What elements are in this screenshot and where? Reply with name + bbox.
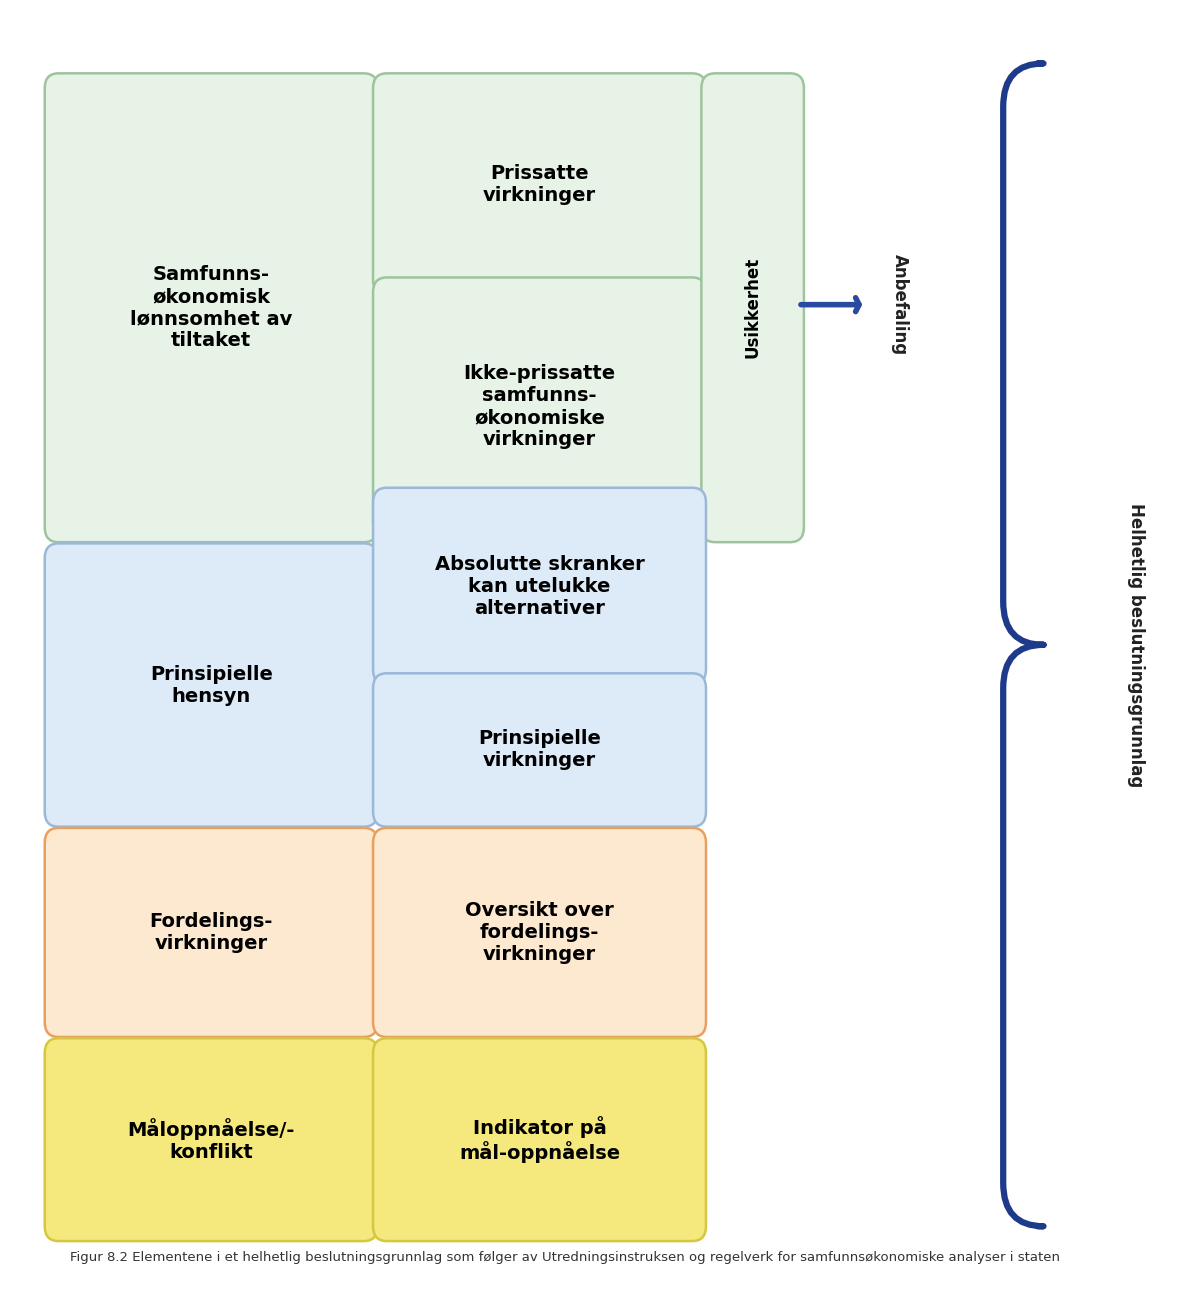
FancyBboxPatch shape (44, 1038, 378, 1241)
FancyBboxPatch shape (373, 278, 706, 536)
Text: Måloppnåelse/-
konflikt: Måloppnåelse/- konflikt (127, 1117, 295, 1162)
FancyBboxPatch shape (44, 828, 378, 1037)
Text: Helhetlig beslutningsgrunnlag: Helhetlig beslutningsgrunnlag (1127, 503, 1145, 787)
FancyBboxPatch shape (373, 1038, 706, 1241)
FancyBboxPatch shape (373, 674, 706, 826)
Text: Usikkerhet: Usikkerhet (744, 257, 762, 358)
Text: Anbefaling: Anbefaling (890, 254, 908, 355)
Text: Ikke-prissatte
samfunns-
økonomiske
virkninger: Ikke-prissatte samfunns- økonomiske virk… (463, 365, 616, 449)
Text: Oversikt over
fordelings-
virkninger: Oversikt over fordelings- virkninger (466, 901, 614, 963)
Text: Samfunns-
økonomisk
lønnsomhet av
tiltaket: Samfunns- økonomisk lønnsomhet av tiltak… (130, 266, 293, 350)
FancyBboxPatch shape (373, 828, 706, 1037)
Text: Figur 8.2 Elementene i et helhetlig beslutningsgrunnlag som følger av Utrednings: Figur 8.2 Elementene i et helhetlig besl… (71, 1252, 1061, 1263)
Text: Indikator på
mål-oppnåelse: Indikator på mål-oppnåelse (458, 1116, 620, 1163)
Text: Absolutte skranker
kan utelukke
alternativer: Absolutte skranker kan utelukke alternat… (434, 554, 644, 617)
FancyBboxPatch shape (373, 74, 706, 295)
FancyBboxPatch shape (373, 488, 706, 684)
FancyBboxPatch shape (44, 544, 378, 826)
Text: Fordelings-
virkninger: Fordelings- virkninger (150, 912, 272, 953)
Text: Prinsipielle
hensyn: Prinsipielle hensyn (150, 665, 272, 705)
FancyBboxPatch shape (44, 74, 378, 542)
Text: Prissatte
virkninger: Prissatte virkninger (482, 163, 596, 204)
Text: Prinsipielle
virkninger: Prinsipielle virkninger (478, 729, 601, 770)
FancyBboxPatch shape (701, 74, 804, 542)
